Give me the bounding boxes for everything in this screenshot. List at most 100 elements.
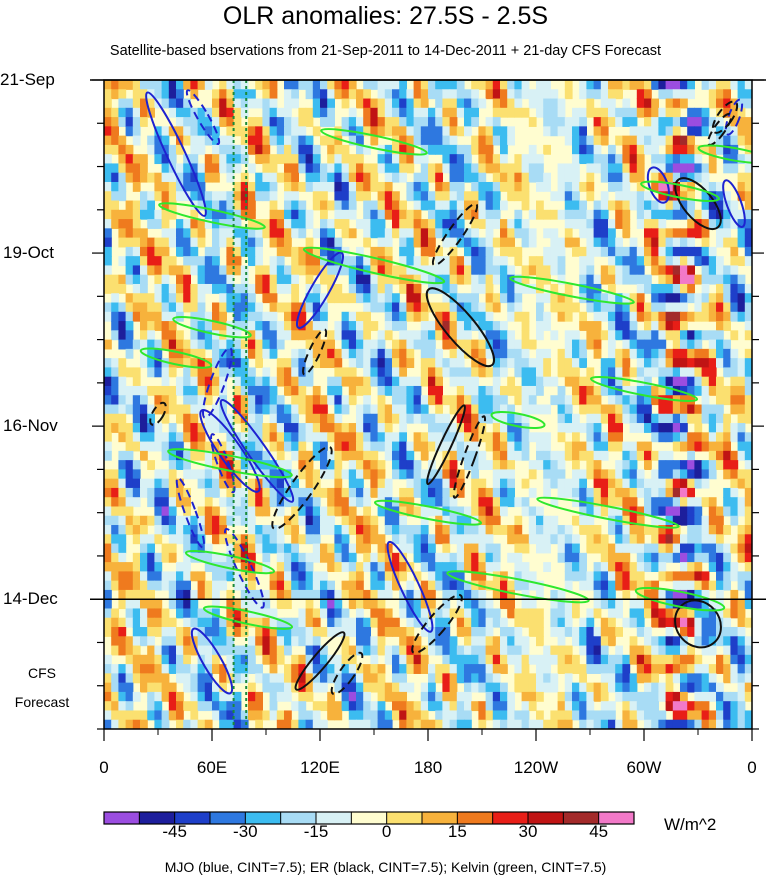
anomaly-cell (384, 376, 393, 387)
anomaly-cell (701, 330, 710, 341)
anomaly-cell (377, 469, 386, 480)
anomaly-cell (334, 385, 343, 396)
anomaly-cell (622, 460, 631, 470)
anomaly-cell (442, 117, 451, 127)
anomaly-cell (233, 450, 242, 461)
anomaly-cell (413, 460, 422, 470)
anomaly-cell (593, 80, 602, 90)
anomaly-cell (370, 432, 379, 443)
anomaly-cell (478, 506, 487, 517)
anomaly-cell (269, 413, 278, 424)
anomaly-cell (233, 664, 242, 674)
anomaly-cell (651, 181, 659, 192)
anomaly-cell (456, 321, 465, 331)
anomaly-cell (435, 283, 443, 294)
anomaly-cell (233, 246, 242, 257)
anomaly-cell (104, 385, 112, 396)
anomaly-cell (528, 608, 537, 619)
anomaly-cell (190, 645, 199, 656)
anomaly-cell (615, 580, 623, 591)
anomaly-cell (399, 80, 407, 90)
anomaly-cell (406, 395, 415, 406)
anomaly-cell (456, 274, 465, 285)
anomaly-cell (118, 172, 127, 183)
anomaly-cell (420, 701, 429, 712)
anomaly-cell (636, 126, 645, 137)
anomaly-cell (564, 534, 573, 545)
anomaly-cell (550, 525, 559, 535)
anomaly-cell (327, 274, 335, 285)
anomaly-cell (370, 636, 379, 647)
anomaly-cell (737, 552, 746, 563)
anomaly-cell (694, 209, 703, 220)
anomaly-cell (644, 645, 652, 656)
anomaly-cell (737, 107, 746, 118)
anomaly-cell (716, 460, 724, 470)
anomaly-cell (500, 432, 508, 443)
anomaly-cell (212, 89, 220, 100)
anomaly-cell (420, 589, 429, 600)
anomaly-cell (420, 543, 429, 554)
anomaly-cell (140, 636, 148, 647)
anomaly-cell (240, 107, 249, 118)
anomaly-cell (233, 497, 242, 508)
anomaly-cell (708, 682, 717, 693)
anomaly-cell (327, 144, 335, 155)
anomaly-cell (370, 404, 379, 415)
anomaly-cell (500, 627, 508, 637)
anomaly-cell (233, 478, 242, 489)
anomaly-cell (514, 450, 523, 461)
anomaly-cell (708, 293, 717, 304)
anomaly-cell (154, 478, 163, 489)
anomaly-cell (327, 172, 335, 183)
anomaly-cell (305, 450, 314, 461)
anomaly-cell (629, 460, 638, 470)
anomaly-cell (608, 413, 616, 424)
anomaly-cell (737, 98, 746, 109)
anomaly-cell (723, 423, 731, 433)
anomaly-cell (377, 691, 386, 702)
anomaly-cell (197, 571, 206, 582)
anomaly-cell (629, 246, 638, 257)
anomaly-cell (348, 117, 357, 127)
anomaly-cell (168, 627, 177, 637)
anomaly-cell (435, 636, 443, 647)
anomaly-cell (435, 172, 443, 183)
anomaly-cell (183, 135, 191, 146)
anomaly-cell (147, 645, 155, 656)
anomaly-cell (665, 617, 674, 628)
anomaly-cell (197, 469, 206, 480)
anomaly-cell (708, 376, 717, 387)
anomaly-cell (600, 358, 609, 369)
anomaly-cell (644, 636, 652, 647)
anomaly-cell (737, 89, 746, 100)
anomaly-cell (363, 627, 371, 637)
anomaly-cell (694, 478, 703, 489)
anomaly-cell (284, 385, 292, 396)
anomaly-cell (125, 562, 134, 572)
anomaly-cell (370, 274, 379, 285)
anomaly-cell (255, 302, 263, 313)
anomaly-cell (161, 228, 170, 239)
anomaly-cell (478, 330, 487, 341)
anomaly-cell (262, 552, 271, 563)
anomaly-cell (708, 367, 717, 378)
anomaly-cell (183, 237, 191, 248)
anomaly-cell (298, 562, 307, 572)
anomaly-cell (449, 525, 458, 535)
anomaly-cell (399, 219, 407, 229)
anomaly-cell (615, 645, 623, 656)
anomaly-cell (291, 552, 299, 563)
anomaly-cell (572, 460, 580, 470)
anomaly-cell (140, 89, 148, 100)
anomaly-cell (543, 172, 551, 183)
anomaly-cell (118, 274, 127, 285)
anomaly-cell (449, 274, 458, 285)
anomaly-cell (456, 385, 465, 396)
anomaly-cell (680, 441, 688, 452)
anomaly-cell (557, 311, 566, 322)
anomaly-cell (132, 571, 141, 582)
anomaly-cell (622, 654, 631, 665)
anomaly-cell (420, 664, 429, 674)
